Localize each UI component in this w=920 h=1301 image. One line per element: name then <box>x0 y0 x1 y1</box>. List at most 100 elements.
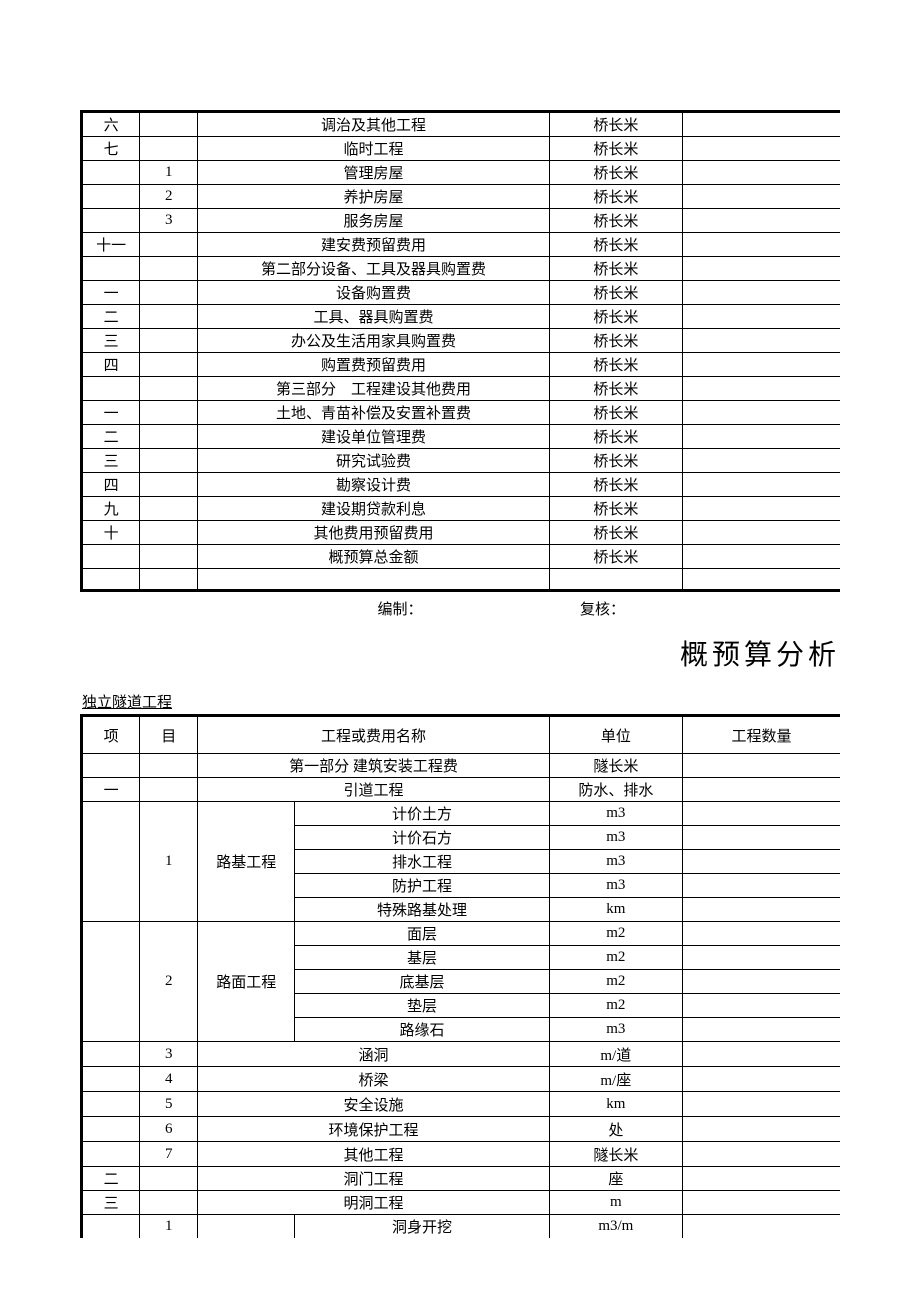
table-row: 二建设单位管理费桥长米 <box>82 425 841 449</box>
cell: 桥长米 <box>549 329 682 353</box>
cell <box>682 922 840 946</box>
cell: 安全设施 <box>198 1092 549 1117</box>
cell: 涵洞 <box>198 1042 549 1067</box>
cell <box>140 377 198 401</box>
cell: 6 <box>140 1117 198 1142</box>
table-row: 6环境保护工程处 <box>82 1117 841 1142</box>
cell <box>82 1215 140 1239</box>
cell <box>82 161 140 185</box>
section2-subtitle: 独立隧道工程 <box>80 691 840 712</box>
cell <box>82 802 140 922</box>
table2-header-row: 项 目 工程或费用名称 单位 工程数量 <box>82 716 841 754</box>
table-row: 十一建安费预留费用桥长米 <box>82 233 841 257</box>
cell <box>82 377 140 401</box>
cell: 洞门工程 <box>198 1167 549 1191</box>
cell: 办公及生活用家具购置费 <box>198 329 549 353</box>
cell: 桥长米 <box>549 353 682 377</box>
cell <box>140 754 198 778</box>
cell <box>140 233 198 257</box>
table-row: 一引道工程防水、排水 <box>82 778 841 802</box>
cell: 桥长米 <box>549 497 682 521</box>
cell: 桥长米 <box>549 257 682 281</box>
cell: 二 <box>82 1167 140 1191</box>
cell <box>682 185 840 209</box>
table-row: 5安全设施km <box>82 1092 841 1117</box>
cell: 桥长米 <box>549 161 682 185</box>
cell: m3 <box>549 802 682 826</box>
cell <box>140 497 198 521</box>
table-row: 十 其他费用预留费用桥长米 <box>82 521 841 545</box>
cell: 桥长米 <box>549 377 682 401</box>
cell <box>682 850 840 874</box>
cell: m3 <box>549 826 682 850</box>
cell: 建设期贷款利息 <box>198 497 549 521</box>
cell: 1 <box>140 802 198 922</box>
cell: 设备购置费 <box>198 281 549 305</box>
cell: 临时工程 <box>198 137 549 161</box>
table-row: 第三部分 工程建设其他费用桥长米 <box>82 377 841 401</box>
cell: 桥长米 <box>549 401 682 425</box>
cell <box>82 545 140 569</box>
cell: 基层 <box>295 946 549 970</box>
cell <box>682 161 840 185</box>
table-row: 一设备购置费桥长米 <box>82 281 841 305</box>
table-row: 九 建设期贷款利息桥长米 <box>82 497 841 521</box>
cell: km <box>549 898 682 922</box>
cell: 概预算总金额 <box>198 545 549 569</box>
budget-table-2: 项 目 工程或费用名称 单位 工程数量 第一部分 建筑安装工程费隧长米一引道工程… <box>80 714 840 1238</box>
cell: 2 <box>140 922 198 1042</box>
cell: 洞身开挖 <box>295 1215 549 1239</box>
cell <box>682 802 840 826</box>
cell <box>140 521 198 545</box>
cell <box>140 1167 198 1191</box>
cell <box>682 377 840 401</box>
budget-table-1: 六调治及其他工程桥长米七临时工程桥长米1管理房屋桥长米2养护房屋桥长米3服务房屋… <box>80 110 840 592</box>
cell <box>682 754 840 778</box>
cell <box>682 874 840 898</box>
cell <box>682 209 840 233</box>
cell: 3 <box>140 209 198 233</box>
cell <box>140 281 198 305</box>
cell <box>82 1117 140 1142</box>
cell <box>682 233 840 257</box>
cell <box>682 545 840 569</box>
cell: 1 <box>140 161 198 185</box>
cell: m3 <box>549 850 682 874</box>
cell: 九 <box>82 497 140 521</box>
header-qty: 工程数量 <box>682 716 840 754</box>
cell <box>682 1092 840 1117</box>
cell <box>140 329 198 353</box>
cell <box>140 401 198 425</box>
cell <box>82 257 140 281</box>
cell: 十 <box>82 521 140 545</box>
cell: 计价土方 <box>295 802 549 826</box>
table-row: 四勘察设计费桥长米 <box>82 473 841 497</box>
cell: 四 <box>82 473 140 497</box>
cell <box>82 209 140 233</box>
cell <box>140 305 198 329</box>
cell: 三 <box>82 449 140 473</box>
table-row: 2养护房屋桥长米 <box>82 185 841 209</box>
cell: m3 <box>549 1018 682 1042</box>
cell <box>682 1215 840 1239</box>
cell: 桥长米 <box>549 281 682 305</box>
cell <box>82 569 140 591</box>
cell: 计价石方 <box>295 826 549 850</box>
table-row: 概预算总金额桥长米 <box>82 545 841 569</box>
cell: 第三部分 工程建设其他费用 <box>198 377 549 401</box>
cell: 座 <box>549 1167 682 1191</box>
header-project: 项 <box>82 716 140 754</box>
cell: 其他工程 <box>198 1142 549 1167</box>
cell: 桥长米 <box>549 185 682 209</box>
cell: 桥长米 <box>549 545 682 569</box>
cell: 其他费用预留费用 <box>198 521 549 545</box>
cell <box>140 569 198 591</box>
cell: 环境保护工程 <box>198 1117 549 1142</box>
table-row: 三研究试验费桥长米 <box>82 449 841 473</box>
cell: 一 <box>82 401 140 425</box>
table-row: 3服务房屋桥长米 <box>82 209 841 233</box>
cell: 桥长米 <box>549 449 682 473</box>
cell: 防护工程 <box>295 874 549 898</box>
cell: 桥长米 <box>549 521 682 545</box>
cell: 明洞工程 <box>198 1191 549 1215</box>
